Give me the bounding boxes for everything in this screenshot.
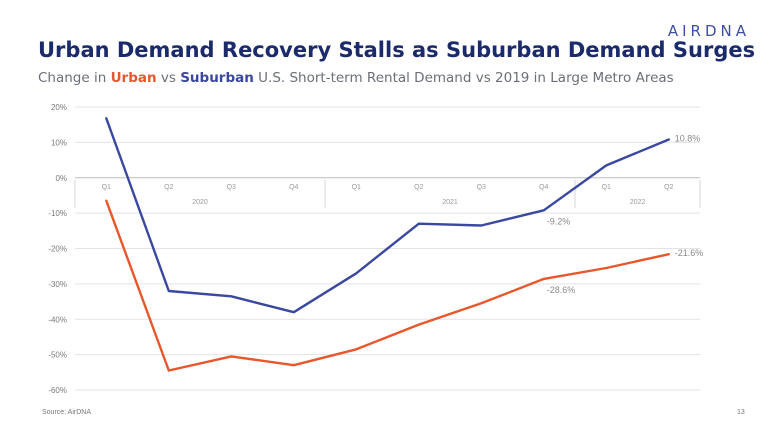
x-tick-label: Q4 [539,184,548,191]
data-label: -28.6% [547,285,576,295]
y-tick-label: -50% [48,351,67,360]
data-label: -9.2% [547,216,571,226]
y-axis: 20% 10% 0% -10% -20% -30% -40% -50% -60% [48,103,67,395]
year-label: 2021 [442,199,458,206]
subtitle-suburban: Suburban [180,70,254,86]
y-tick-label: -10% [48,209,67,218]
subtitle-suffix: U.S. Short-term Rental Demand vs 2019 in… [253,70,674,86]
page-number: 13 [737,409,745,416]
subtitle-prefix: Change in [38,70,111,86]
subtitle-urban: Urban [110,70,157,86]
source-note: Source: AirDNA [42,409,92,416]
y-tick-label: -40% [48,315,67,324]
x-tick-label: Q2 [164,184,173,191]
y-tick-label: -60% [48,386,67,395]
data-label: -21.6% [675,248,704,258]
subtitle-vs: vs [156,70,181,86]
x-tick-label: Q3 [227,184,236,191]
chart-title: Urban Demand Recovery Stalls as Suburban… [38,38,756,62]
x-tick-label: Q3 [477,184,486,191]
chart-subtitle: Change in Urban vs Suburban U.S. Short-t… [38,70,674,86]
x-tick-label: Q4 [289,184,298,191]
y-tick-label: 0% [55,174,67,183]
y-tick-label: -30% [48,280,67,289]
y-tick-label: -20% [48,245,67,254]
series-lines [105,117,670,372]
series-line-urban [105,199,670,372]
airdna-logo: AIRDNA [667,22,750,40]
year-label: 2020 [192,199,208,206]
data-label: 10.8% [675,134,701,144]
x-tick-label: Q1 [352,184,361,191]
year-label: 2022 [630,199,646,206]
x-axis: Q1 Q2 Q3 Q4 Q1 Q2 Q3 Q4 Q1 Q2 2020 2021 2022 [74,179,701,208]
x-tick-label: Q1 [602,184,611,191]
series-line-suburban [105,117,670,314]
y-tick-label: 20% [51,103,67,112]
y-tick-label: 10% [51,138,67,147]
data-labels: -9.2% 10.8% -28.6% -21.6% [547,134,704,295]
x-tick-label: Q2 [664,184,673,191]
x-tick-label: Q2 [414,184,423,191]
x-tick-label: Q1 [102,184,111,191]
